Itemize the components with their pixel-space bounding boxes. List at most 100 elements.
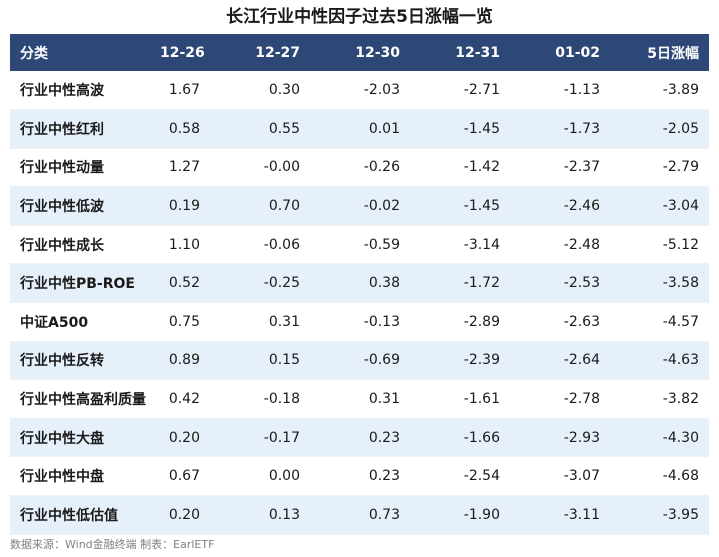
row-value-cell: -0.02 (310, 186, 410, 226)
row-value-cell: -2.63 (510, 302, 610, 342)
table-row: 行业中性高波 1.67 0.30 -2.03 -2.71 -1.13 -3.89 (10, 71, 709, 111)
table-row: 中证A500 0.75 0.31 -0.13 -2.89 -2.63 -4.57 (10, 302, 709, 342)
row-value-cell: 0.01 (310, 109, 410, 149)
row-value-cell: -2.64 (510, 341, 610, 381)
table-body: 行业中性高波 1.67 0.30 -2.03 -2.71 -1.13 -3.89 行业中性红利… (10, 71, 709, 535)
row-value-cell: -0.59 (310, 225, 410, 265)
row-value-cell: -5.12 (610, 225, 709, 265)
header-date-5: 01-02 (555, 44, 600, 61)
row-value-cell: -3.11 (510, 495, 610, 535)
row-value-cell: 0.20 (160, 418, 210, 458)
row-value-cell: 0.38 (310, 263, 410, 304)
table-row: 行业中性PB-ROE 0.52 -0.25 0.38 -1.72 -2.53 -3.58 (10, 263, 709, 304)
row-value-cell: -0.26 (310, 148, 410, 188)
table-row: 行业中性红利 0.58 0.55 0.01 -1.45 -1.73 -2.05 (10, 109, 709, 149)
table-row: 行业中性中盘 0.67 0.00 0.23 -2.54 -3.07 -4.68 (10, 456, 709, 497)
row-value-cell: -1.45 (410, 109, 510, 149)
row-category-name: 中证A500 (10, 302, 160, 342)
row-category-name: 行业中性低波 (10, 186, 160, 226)
row-value-cell: -0.69 (310, 341, 410, 381)
row-value-cell: -3.04 (610, 186, 709, 226)
row-category-name: 行业中性动量 (10, 148, 160, 188)
row-category-name: 行业中性高波 (10, 71, 160, 111)
row-value-cell: -2.78 (510, 379, 610, 419)
row-value-cell: 0.52 (160, 263, 210, 304)
row-value-cell: -1.90 (410, 495, 510, 535)
row-value-cell: -4.57 (610, 302, 709, 342)
row-value-cell: 0.30 (210, 71, 310, 111)
table-row: 行业中性反转 0.89 0.15 -0.69 -2.39 -2.64 -4.63 (10, 341, 709, 381)
row-value-cell: -2.93 (510, 418, 610, 458)
row-value-cell: 0.15 (210, 341, 310, 381)
row-value-cell: -2.05 (610, 109, 709, 149)
row-value-cell: 0.31 (310, 379, 410, 419)
row-value-cell: 0.23 (310, 418, 410, 458)
row-value-cell: -2.37 (510, 148, 610, 188)
row-value-cell: -0.00 (210, 148, 310, 188)
header-date-1: 12-26 (160, 44, 205, 61)
header-5day-change: 5日涨幅 (647, 45, 699, 62)
row-value-cell: -1.45 (410, 186, 510, 226)
row-value-cell: 0.73 (310, 495, 410, 535)
factor-returns-table: 分类 12-26 12-27 12-30 12-31 01-02 5日涨幅 行业… (10, 34, 709, 535)
row-value-cell: -4.68 (610, 456, 709, 497)
row-category-name: 行业中性反转 (10, 341, 160, 381)
row-value-cell: -1.66 (410, 418, 510, 458)
row-value-cell: 0.67 (160, 456, 210, 497)
row-value-cell: -2.48 (510, 225, 610, 265)
row-value-cell: -4.63 (610, 341, 709, 381)
row-value-cell: -2.71 (410, 71, 510, 111)
table-title: 长江行业中性因子过去5日涨幅一览 (226, 7, 493, 27)
row-value-cell: -0.17 (210, 418, 310, 458)
table-row: 行业中性大盘 0.20 -0.17 0.23 -1.66 -2.93 -4.30 (10, 418, 709, 458)
row-value-cell: -3.82 (610, 379, 709, 419)
row-value-cell: 1.10 (160, 225, 210, 265)
row-category-name: 行业中性成长 (10, 225, 160, 265)
header-date-3: 12-30 (355, 44, 400, 61)
row-value-cell: -1.61 (410, 379, 510, 419)
row-category-name: 行业中性中盘 (10, 456, 160, 497)
row-value-cell: -0.18 (210, 379, 310, 419)
row-value-cell: -2.53 (510, 263, 610, 304)
row-category-name: 行业中性红利 (10, 109, 160, 149)
row-value-cell: -0.25 (210, 263, 310, 304)
row-value-cell: 0.20 (160, 495, 210, 535)
row-value-cell: -3.95 (610, 495, 709, 535)
row-value-cell: 0.13 (210, 495, 310, 535)
row-value-cell: -4.30 (610, 418, 709, 458)
row-value-cell: -3.58 (610, 263, 709, 304)
row-value-cell: 1.67 (160, 71, 210, 111)
row-value-cell: -2.54 (410, 456, 510, 497)
header-date-2: 12-27 (255, 44, 300, 61)
row-value-cell: -2.39 (410, 341, 510, 381)
table-row: 行业中性成长 1.10 -0.06 -0.59 -3.14 -2.48 -5.12 (10, 225, 709, 265)
header-category: 分类 (20, 45, 48, 62)
row-value-cell: -0.06 (210, 225, 310, 265)
header-date-4: 12-31 (455, 44, 500, 61)
row-value-cell: 1.27 (160, 148, 210, 188)
source-footnote: 数据来源：Wind金融终端 制表：EarlETF (10, 538, 215, 551)
row-value-cell: 0.70 (210, 186, 310, 226)
row-value-cell: -2.89 (410, 302, 510, 342)
row-value-cell: 0.89 (160, 341, 210, 381)
row-value-cell: -3.07 (510, 456, 610, 497)
row-value-cell: 0.42 (160, 379, 210, 419)
row-value-cell: 0.31 (210, 302, 310, 342)
row-category-name: 行业中性高盈利质量 (10, 379, 160, 419)
row-value-cell: -3.14 (410, 225, 510, 265)
row-value-cell: 0.75 (160, 302, 210, 342)
row-category-name: 行业中性低估值 (10, 495, 160, 535)
row-value-cell: -1.42 (410, 148, 510, 188)
row-category-name: 行业中性PB-ROE (10, 263, 160, 304)
table-header-row: 分类 12-26 12-27 12-30 12-31 01-02 5日涨幅 (10, 34, 709, 71)
row-value-cell: 0.58 (160, 109, 210, 149)
table-row: 行业中性高盈利质量 0.42 -0.18 0.31 -1.61 -2.78 -3.82 (10, 379, 709, 419)
row-value-cell: -3.89 (610, 71, 709, 111)
row-value-cell: -2.03 (310, 71, 410, 111)
row-category-name: 行业中性大盘 (10, 418, 160, 458)
row-value-cell: -0.13 (310, 302, 410, 342)
row-value-cell: -1.13 (510, 71, 610, 111)
table-row: 行业中性动量 1.27 -0.00 -0.26 -1.42 -2.37 -2.79 (10, 148, 709, 188)
row-value-cell: 0.19 (160, 186, 210, 226)
row-value-cell: 0.00 (210, 456, 310, 497)
